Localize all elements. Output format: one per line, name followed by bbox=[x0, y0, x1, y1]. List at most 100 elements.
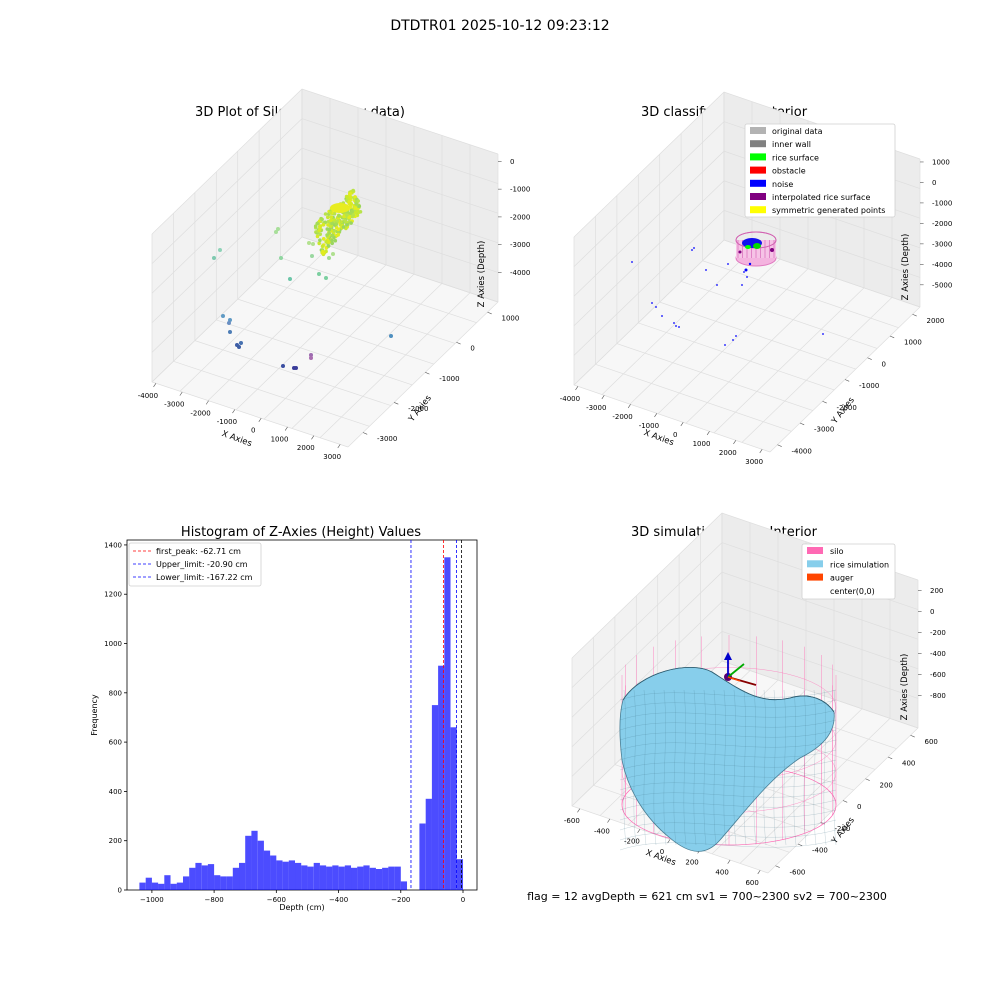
raw-z-tick-label: -3000 bbox=[510, 241, 530, 249]
sim-x-tick bbox=[637, 829, 641, 833]
hist-bar bbox=[158, 883, 165, 890]
raw-data-point bbox=[328, 224, 333, 228]
cls-legend-label: obstacle bbox=[772, 167, 806, 176]
raw-y-tick-label: -2000 bbox=[408, 405, 428, 413]
pane-left-wall bbox=[152, 89, 302, 382]
sim-rice-mesh bbox=[619, 699, 837, 711]
sim-y-tick-label: 400 bbox=[902, 760, 915, 768]
pane-gridline bbox=[573, 239, 921, 386]
hist-bar bbox=[400, 881, 408, 890]
pane-left-wall bbox=[572, 513, 722, 806]
raw-y-tick bbox=[394, 402, 399, 405]
raw-data-point bbox=[276, 227, 280, 231]
sim-y-tick bbox=[842, 800, 848, 803]
raw-data-point bbox=[321, 251, 325, 255]
hist-bar bbox=[351, 867, 358, 890]
cls-legend-label: noise bbox=[772, 180, 793, 189]
raw-x-tick bbox=[205, 400, 209, 405]
sim-rice-mesh bbox=[703, 689, 707, 846]
cls-x-tick bbox=[601, 395, 605, 400]
hist-bar bbox=[338, 866, 345, 890]
panel-simulation: 3D simulation of Silo Interior-600-400-2… bbox=[564, 512, 946, 887]
sim-legend-label: center(0,0) bbox=[830, 587, 875, 596]
sim-x-tick bbox=[667, 839, 671, 844]
hist-bar bbox=[245, 835, 252, 890]
hist-bar bbox=[357, 866, 364, 890]
cls-y-tick bbox=[777, 444, 782, 447]
hist-bar bbox=[176, 882, 184, 890]
hist-bar bbox=[263, 850, 271, 890]
panel-raw-data: 3D Plot of Silo Interior(row data)-4000-… bbox=[138, 88, 530, 461]
cls-interp-point bbox=[738, 250, 742, 254]
raw-data-point bbox=[221, 314, 225, 318]
raw-data-point bbox=[239, 341, 243, 345]
raw-z-axis-label: Z Axies (Depth) bbox=[477, 241, 487, 308]
raw-data-point bbox=[313, 224, 318, 228]
sim-legend-label: silo bbox=[830, 547, 844, 556]
pane-floor bbox=[574, 240, 920, 452]
cls-legend-swatch bbox=[750, 206, 766, 214]
sim-rice-mesh bbox=[619, 799, 837, 811]
hist-bar bbox=[139, 882, 146, 890]
raw-data-point bbox=[218, 248, 222, 252]
sim-rice-mesh bbox=[619, 719, 837, 731]
cls-x-tick bbox=[706, 431, 710, 436]
hist-bar bbox=[195, 862, 202, 890]
sim-legend-label: rice simulation bbox=[830, 560, 889, 569]
sim-rice-mesh bbox=[823, 689, 827, 846]
hist-y-tick-label: 600 bbox=[109, 739, 122, 747]
cls-x-tick-label: -2000 bbox=[612, 413, 632, 421]
raw-data-point bbox=[330, 238, 334, 243]
figure-suptitle: DTDTR01 2025-10-12 09:23:12 bbox=[390, 18, 610, 34]
cls-noise-point bbox=[631, 261, 633, 263]
raw-x-tick bbox=[179, 391, 183, 396]
sim-rice-mesh bbox=[619, 689, 837, 701]
cls-legend-swatch bbox=[750, 153, 766, 161]
sim-legend-label: auger bbox=[830, 574, 854, 583]
raw-data-point bbox=[325, 233, 329, 237]
cls-legend-label: inner wall bbox=[772, 140, 811, 149]
hist-bar bbox=[226, 876, 233, 890]
raw-x-tick-label: 2000 bbox=[297, 444, 315, 452]
sim-y-tick bbox=[797, 843, 803, 847]
cls-x-tick-label: 3000 bbox=[745, 458, 763, 466]
raw-data-point bbox=[310, 254, 314, 258]
cls-noise-point bbox=[705, 269, 707, 271]
hist-y-tick-label: 1200 bbox=[104, 591, 122, 599]
raw-data-point bbox=[327, 227, 332, 232]
sim-z-tick-label: -400 bbox=[930, 650, 946, 658]
cls-x-tick bbox=[575, 386, 579, 391]
sim-z-tick-label: 200 bbox=[930, 587, 943, 595]
raw-x-tick bbox=[232, 409, 236, 414]
hist-bar bbox=[344, 865, 352, 890]
hist-legend-box bbox=[128, 542, 262, 587]
hist-y-axis-label: Frequency bbox=[90, 694, 99, 736]
hist-bar bbox=[382, 867, 389, 890]
cls-y-tick-label: 0 bbox=[882, 360, 886, 368]
sim-rice-mesh bbox=[619, 829, 837, 841]
raw-data-point bbox=[357, 204, 362, 208]
cls-y-tick bbox=[889, 335, 895, 339]
sim-rice-mesh bbox=[619, 749, 837, 761]
pane-gridline bbox=[151, 147, 499, 294]
raw-x-tick-label: -1000 bbox=[217, 418, 237, 426]
cls-x-tick-label: 0 bbox=[673, 431, 677, 439]
raw-x-tick bbox=[258, 418, 262, 422]
raw-data-point bbox=[342, 214, 346, 219]
cls-legend-label: symmetric generated points bbox=[772, 206, 885, 215]
raw-data-point bbox=[288, 277, 292, 281]
sim-rice-mesh bbox=[653, 689, 657, 846]
cls-noise-point bbox=[675, 325, 677, 327]
raw-data-point bbox=[320, 217, 324, 222]
cls-noise-point bbox=[651, 302, 653, 304]
figure-status-line: flag = 12 avgDepth = 621 cm sv1 = 700~23… bbox=[527, 890, 887, 903]
raw-data-point bbox=[311, 242, 315, 246]
sim-axis-arrowhead-z bbox=[724, 652, 732, 660]
raw-data-point bbox=[330, 233, 335, 237]
sim-legend-swatch bbox=[807, 547, 823, 554]
raw-data-point bbox=[309, 356, 313, 360]
sim-legend-swatch bbox=[807, 586, 823, 594]
raw-data-point bbox=[341, 225, 346, 229]
cls-x-axis-label: X Axies bbox=[642, 428, 675, 448]
sim-rice-mesh bbox=[643, 689, 647, 846]
